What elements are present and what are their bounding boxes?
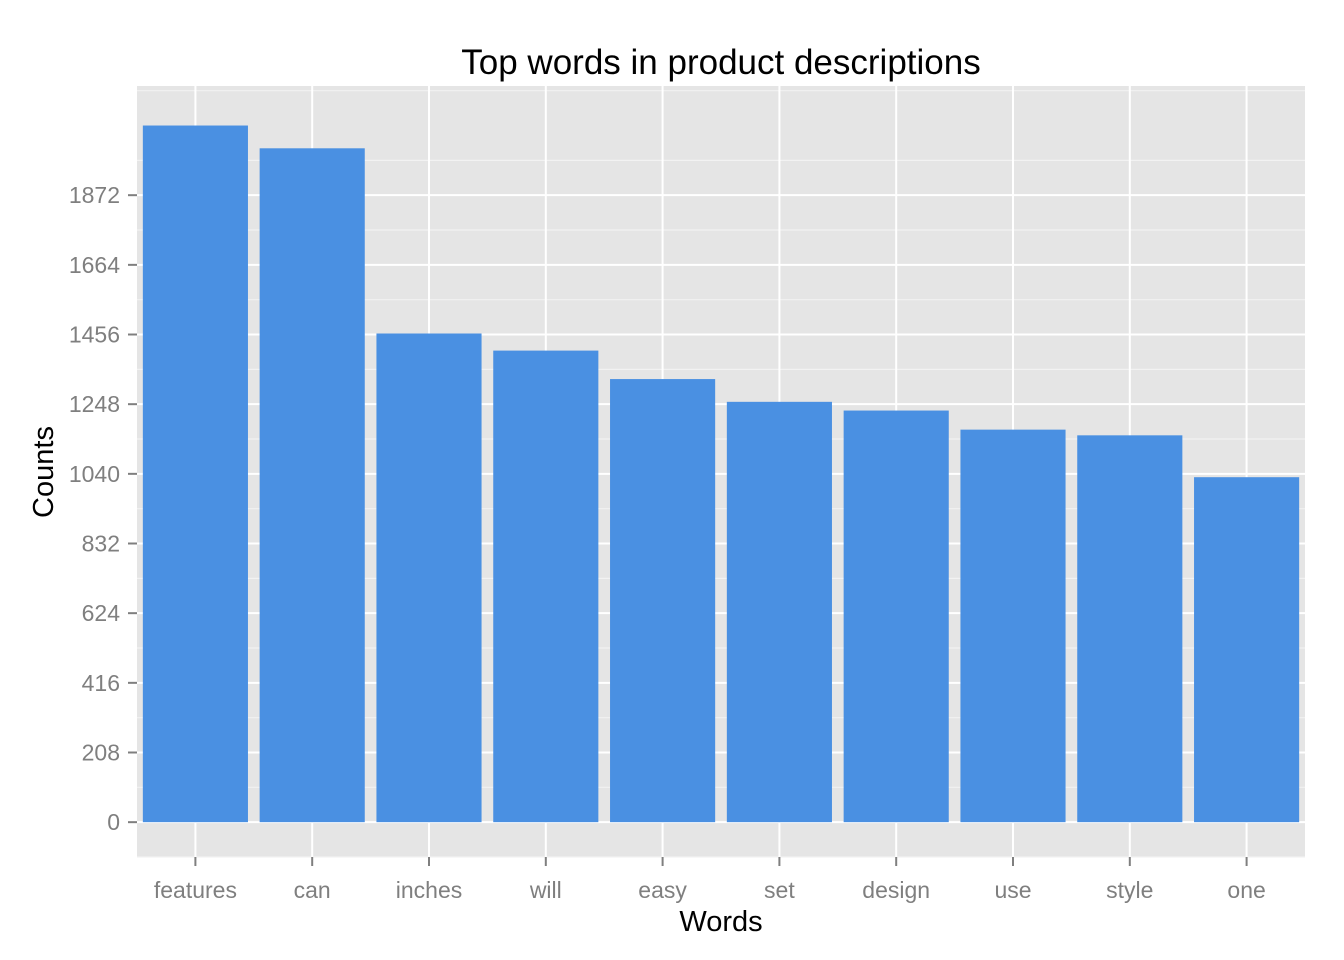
y-tick-label: 624 xyxy=(82,600,121,626)
x-tick-label: one xyxy=(1227,877,1265,903)
x-tick-label: features xyxy=(154,877,237,903)
y-tick-label: 1040 xyxy=(69,461,120,487)
bar-one xyxy=(1194,477,1300,823)
y-tick-label: 1248 xyxy=(69,391,120,417)
bar-will xyxy=(493,350,599,823)
x-tick-label: design xyxy=(862,877,930,903)
bar-can xyxy=(259,148,365,823)
bar-inches xyxy=(376,333,482,823)
x-tick-label: can xyxy=(294,877,331,903)
x-tick-label: easy xyxy=(638,877,687,903)
bar-set xyxy=(726,401,832,823)
chart-title: Top words in product descriptions xyxy=(461,43,980,82)
y-tick-label: 0 xyxy=(107,809,120,835)
x-tick-label: will xyxy=(529,877,562,903)
x-tick-label: style xyxy=(1106,877,1153,903)
bar-easy xyxy=(610,379,716,823)
x-tick-label: set xyxy=(764,877,795,903)
y-tick-label: 1664 xyxy=(69,252,120,278)
y-tick-label: 832 xyxy=(82,531,120,557)
x-axis: features can inches will easy set design use sty… xyxy=(154,857,1266,903)
y-axis: 0 208 416 624 832 1040 1248 1456 1664 1872 xyxy=(69,182,137,835)
bars xyxy=(142,125,1300,823)
y-tick-label: 1872 xyxy=(69,182,120,208)
bar-design xyxy=(843,410,949,823)
bar-features xyxy=(142,125,248,823)
bar-style xyxy=(1077,435,1183,823)
x-tick-label: use xyxy=(994,877,1031,903)
bar-use xyxy=(960,429,1066,823)
y-tick-label: 416 xyxy=(82,670,120,696)
x-axis-title: Words xyxy=(679,906,762,938)
y-tick-label: 1456 xyxy=(69,322,120,348)
x-tick-label: inches xyxy=(396,877,462,903)
y-tick-label: 208 xyxy=(82,740,120,766)
y-axis-title: Counts xyxy=(28,426,60,518)
